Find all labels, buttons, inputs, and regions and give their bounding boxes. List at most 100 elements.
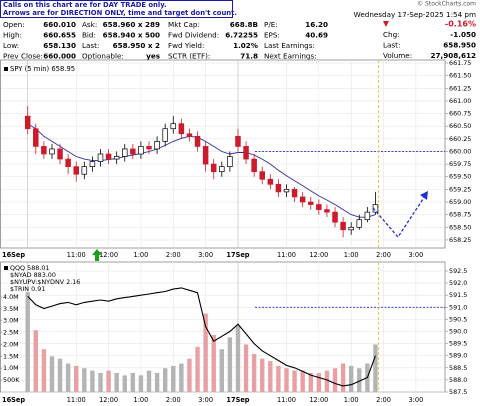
volume-bar [41, 349, 47, 392]
legend-entry: QQQ 588.01 [10, 264, 49, 272]
quote-value: 1.02% [233, 41, 258, 50]
volume-bar [195, 346, 200, 392]
notice-box [0, 0, 233, 18]
candle-body [194, 135, 201, 147]
candle-body [57, 148, 63, 160]
change-pct: -0.16% [445, 20, 476, 29]
y-tick-label: 591.5 [449, 291, 467, 299]
volume-bar [57, 358, 63, 392]
y-tick-label: 659.00 [449, 198, 471, 206]
quote-label: High: [3, 31, 22, 40]
candle-body [210, 163, 217, 173]
volume-bar [114, 372, 119, 392]
volume-bar [33, 330, 38, 392]
legend-entry: $NYAD 883.00 [10, 271, 56, 279]
quote-value: yes [146, 52, 160, 61]
volume-bar [179, 363, 184, 392]
x-tick-label: 16Sep [2, 396, 25, 404]
y-tick-label: 661.00 [449, 97, 471, 105]
x-tick-label: 2:00 [166, 251, 181, 259]
quote-value: 660.000 [43, 52, 76, 61]
candle-body [65, 158, 71, 167]
candle-body [121, 148, 128, 157]
y-tick-label: 659.50 [449, 173, 471, 181]
quote-table: Open: 660.010 Ask: 658.960 x 289 Mkt Cap: 668… [3, 20, 476, 61]
y-tick-label: 588.5 [449, 364, 467, 372]
notice-line: Arrows are for DIRECTION ONLY, time and … [3, 9, 237, 17]
candle-body [219, 166, 225, 173]
x-tick-label: 12:00 [99, 396, 118, 404]
stat-value: 27,908,612 [431, 51, 476, 60]
volume-bar [203, 313, 208, 392]
volume-bar [373, 344, 378, 392]
volume-bar [219, 349, 224, 392]
quote-value: 40.69 [305, 31, 328, 40]
quote-label: Optionable: [82, 52, 124, 61]
y-tick-label: 659.25 [449, 185, 471, 193]
quote-value: 658.130 [43, 41, 76, 50]
candle-body [324, 209, 330, 213]
candle-body [146, 146, 152, 150]
stat-value: 658.950 [443, 41, 476, 50]
quote-value: 660.655 [43, 31, 76, 40]
x-tick-label: 16Sep [2, 251, 25, 259]
y-tick-label: 660.75 [449, 110, 471, 118]
candle-body [291, 189, 298, 198]
candle-body [170, 123, 177, 130]
volume-bar [227, 337, 233, 392]
arrow-head [420, 191, 428, 200]
x-tick-label: 12:00 [99, 251, 118, 259]
panels: 658.25 658.50 658.75 659.00 659.25 659.50 659.… [0, 59, 471, 404]
candle-body [113, 156, 120, 160]
quote-label: Fwd Yield: [168, 41, 204, 50]
volume-bar [211, 334, 216, 392]
legend-swatch [4, 266, 8, 270]
y-tick-label: 592.5 [449, 267, 467, 275]
y2-tick-label: 2.0M [3, 340, 19, 348]
volume-bar [268, 361, 273, 392]
x-tick-label: 11:00 [67, 396, 86, 404]
candle-body [227, 156, 233, 167]
y2-tick-label: 2.5M [3, 329, 19, 337]
volume-bar [98, 372, 103, 392]
volume-bar [340, 363, 346, 392]
quote-label: Low: [3, 41, 19, 50]
datetime: Wednesday 17-Sep-2025 1:54 pm [354, 10, 476, 19]
candle-body [299, 196, 306, 203]
candle-body [97, 153, 104, 162]
quote-label: Ask: [82, 20, 97, 29]
x-tick-label: 3:00 [408, 251, 423, 259]
volume-bar [138, 375, 144, 392]
candle-body [41, 146, 47, 155]
y-tick-label: 660.25 [449, 135, 471, 143]
x-tick-label: 1:00 [344, 251, 359, 259]
candle-body [33, 128, 39, 147]
candle-body [259, 171, 265, 180]
quote-label: Last Earnings: [264, 41, 315, 50]
y2-tick-label: 1.5M [3, 352, 19, 360]
y-tick-label: 589.0 [449, 352, 467, 360]
quote-value: 658.940 x 500 [103, 31, 160, 40]
candle-body [130, 148, 136, 155]
candle-body [49, 148, 55, 155]
volume-bar [276, 365, 281, 392]
y-tick-label: 591.0 [449, 303, 467, 311]
y2-tick-label: 4.0M [3, 293, 19, 301]
volume-bar [284, 368, 289, 392]
y2-tick-label: 500K [3, 376, 20, 384]
candle-body [105, 153, 112, 160]
x-tick-label: 12:00 [309, 396, 328, 404]
candle-body [89, 161, 96, 167]
quote-value: 660.010 [43, 20, 76, 29]
moving-average [27, 123, 376, 218]
volume-bar [308, 372, 313, 392]
quote-label: EPS: [264, 31, 280, 40]
x-tick-label: 3:00 [198, 396, 213, 404]
candle-body [364, 211, 371, 221]
quote-value: 668.8B [230, 20, 258, 29]
stat-value: -1.050 [450, 30, 476, 39]
quote-value: 6.72255 [225, 31, 258, 40]
volume-bar [122, 375, 127, 392]
